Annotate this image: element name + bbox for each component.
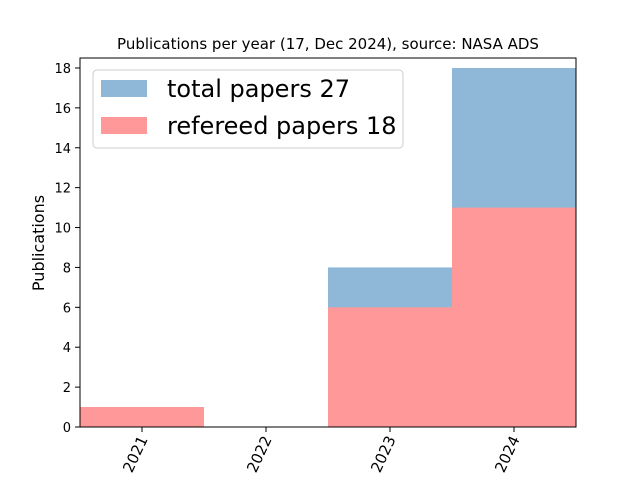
x-tick-label-2023: 2023 — [367, 433, 399, 475]
legend-label-total: total papers 27 — [167, 75, 350, 103]
bar-refereed-2021 — [80, 407, 204, 427]
refereed-series-bars — [80, 207, 576, 427]
y-tick-label: 4 — [63, 341, 71, 356]
legend-swatch-total — [101, 80, 147, 97]
y-tick-label: 2 — [63, 381, 71, 396]
bar-refereed-2023 — [328, 307, 452, 427]
y-tick-label: 18 — [54, 62, 71, 77]
y-tick-label: 16 — [54, 102, 71, 117]
axes-frame — [79, 57, 577, 428]
y-tick-label: 10 — [54, 222, 71, 237]
x-tick-label-2021: 2021 — [119, 433, 151, 475]
y-tick-label: 6 — [63, 301, 71, 316]
y-tick-label: 14 — [54, 142, 71, 157]
legend-box — [92, 69, 404, 149]
y-tick-label: 12 — [54, 182, 71, 197]
x-tick-label-2024: 2024 — [491, 433, 523, 475]
legend-swatch-refereed — [101, 117, 147, 134]
y-axis-label: Publications — [29, 195, 48, 291]
legend-label-refereed: refereed papers 18 — [167, 112, 397, 140]
y-axis-ticks: 0 2 4 6 8 10 12 14 16 18 — [54, 62, 80, 436]
y-tick-label: 8 — [63, 261, 71, 276]
bar-refereed-2024 — [452, 207, 576, 427]
y-tick-label: 0 — [63, 421, 71, 436]
x-axis-ticks: 2021 2022 2023 2024 — [119, 427, 524, 475]
x-tick-label-2022: 2022 — [243, 433, 275, 475]
legend: total papers 27 refereed papers 18 — [92, 69, 404, 149]
chart-title: Publications per year (17, Dec 2024), so… — [117, 35, 539, 53]
